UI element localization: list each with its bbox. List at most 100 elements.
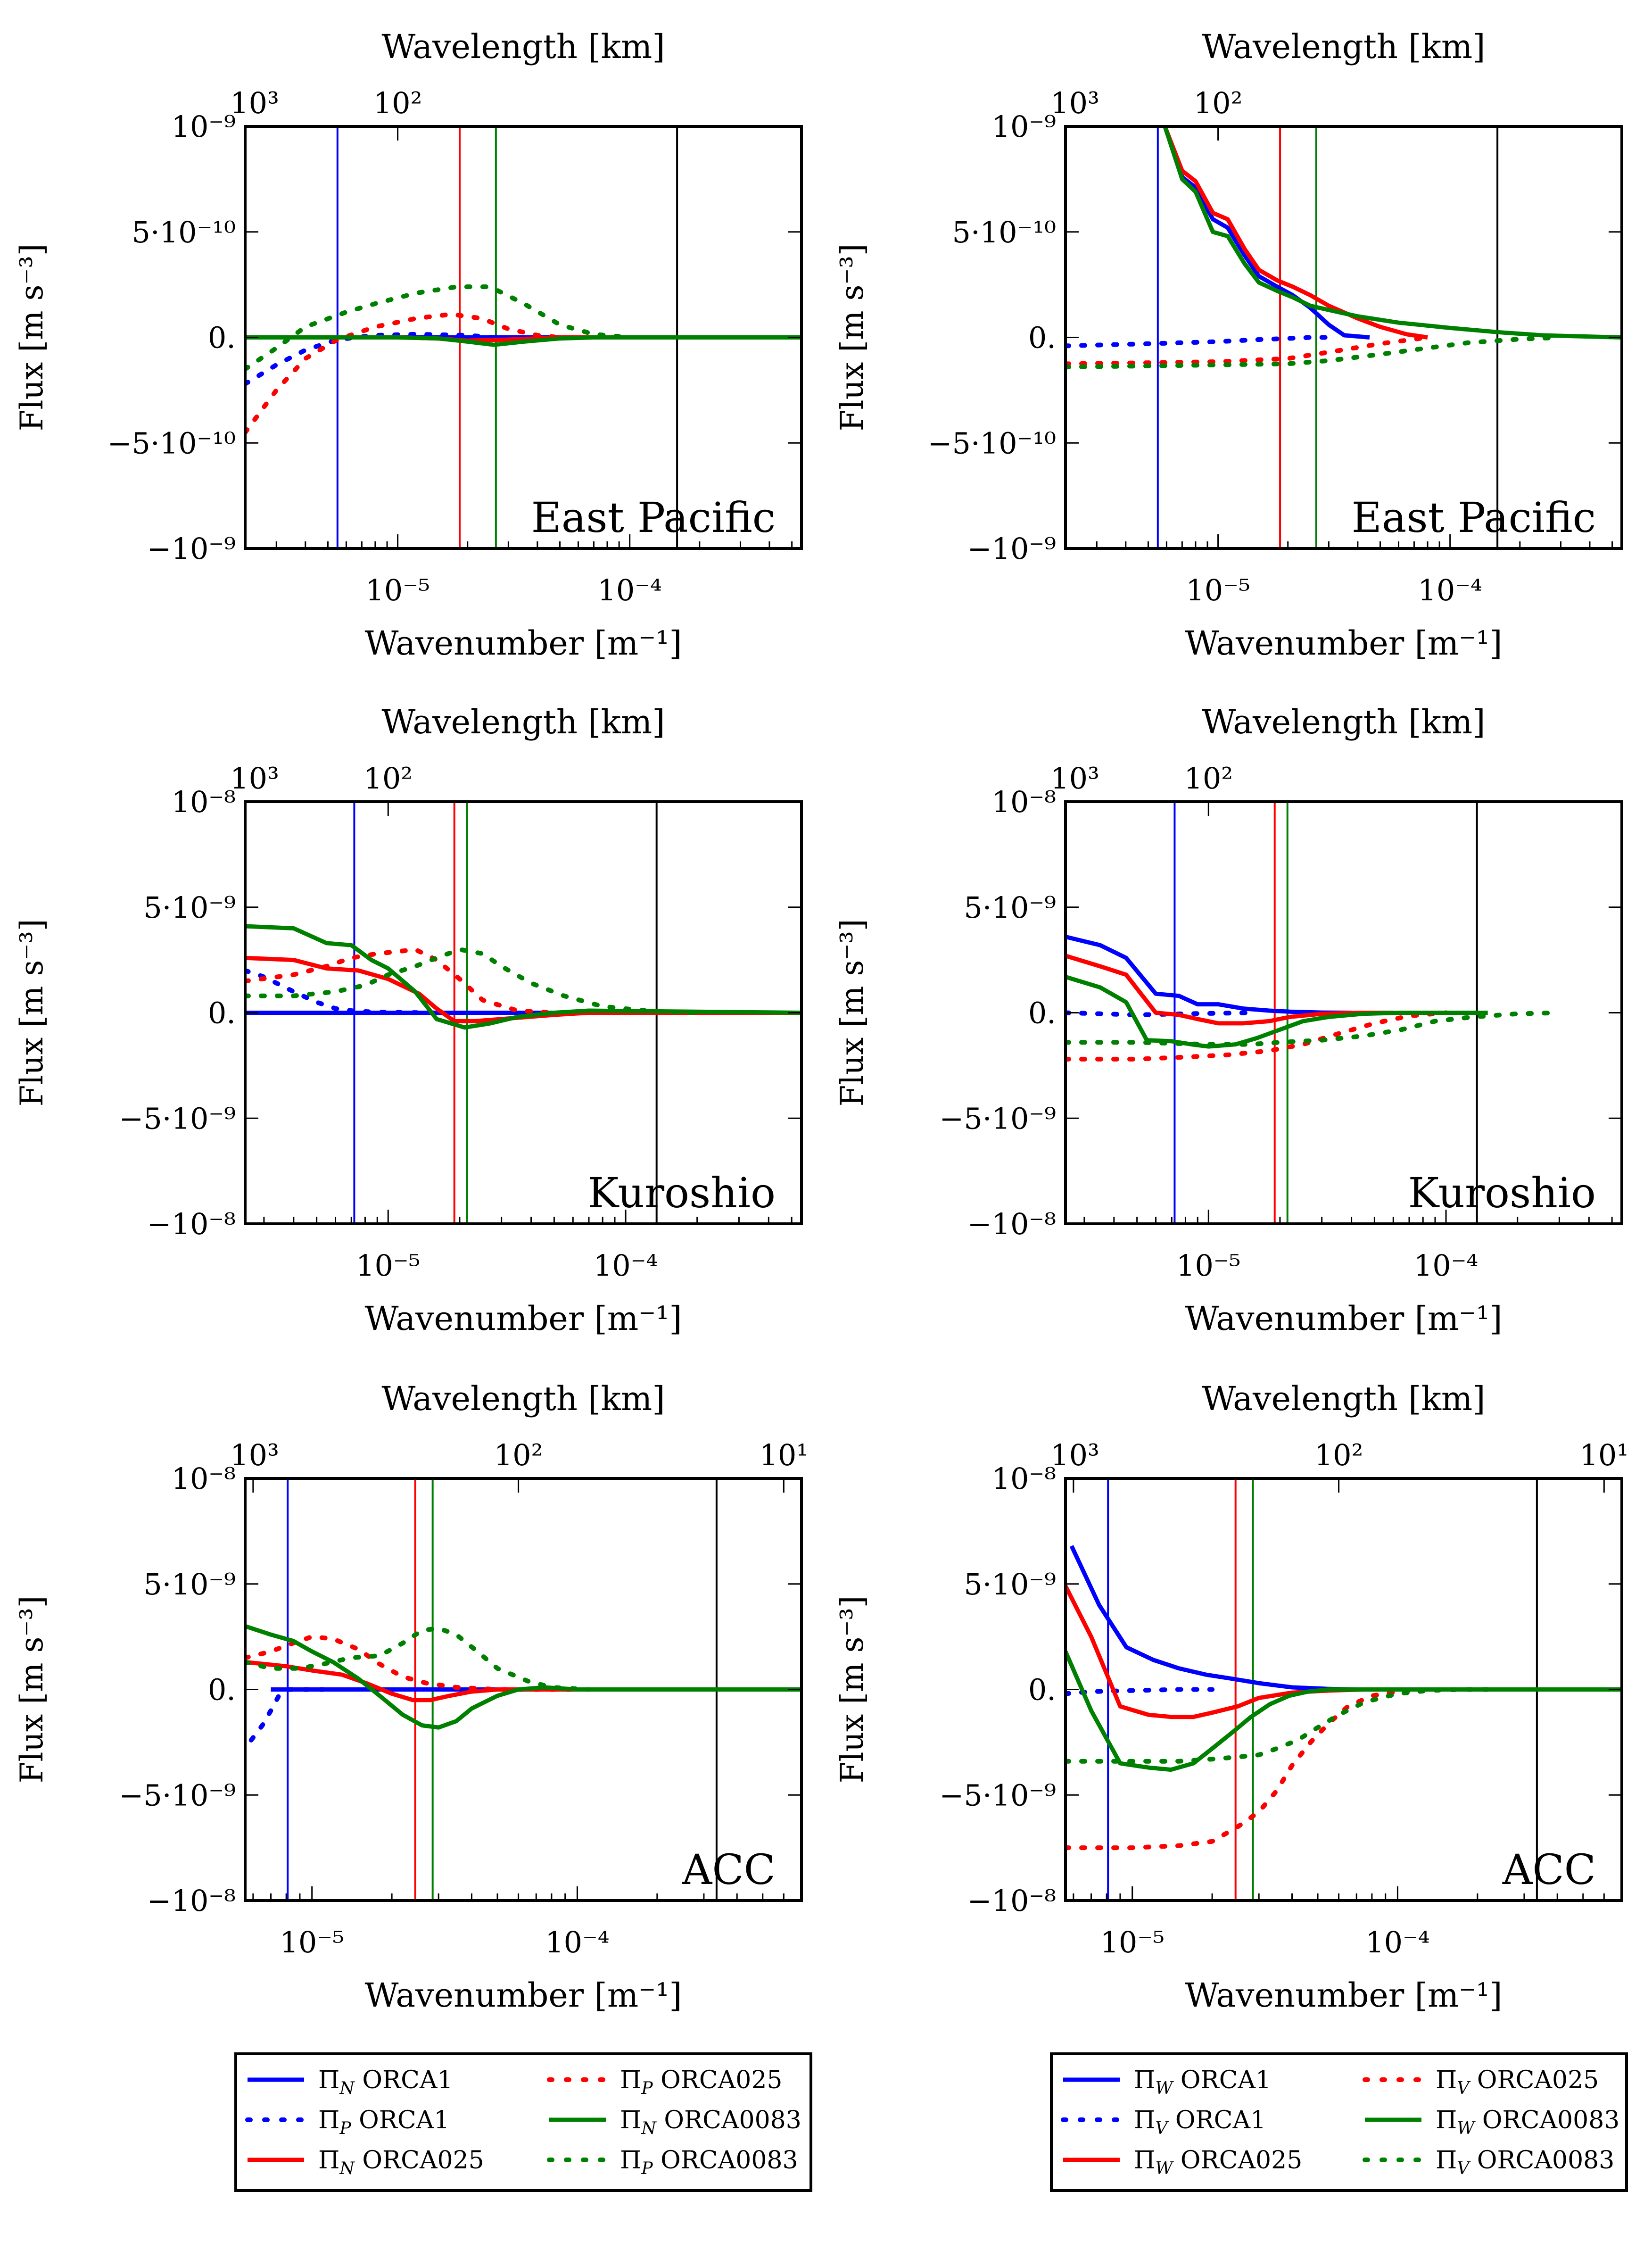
- top-tick-label: 10³: [1050, 761, 1099, 796]
- series-line: [245, 947, 700, 1015]
- top-tick-label: 10³: [1050, 86, 1099, 120]
- y-axis-label: Flux [m s⁻³]: [14, 919, 50, 1107]
- y-tick-label: −5·10⁻¹⁰: [107, 426, 236, 460]
- y-tick-label: 5·10⁻⁹: [143, 1567, 236, 1602]
- region-label: East Pacific: [531, 493, 776, 542]
- series-line: [1066, 1010, 1562, 1047]
- y-tick-label: 0.: [1028, 321, 1056, 355]
- legend-label: ΠV ORCA1: [1134, 2106, 1266, 2138]
- x-tick-label: 10⁻⁵: [280, 1925, 344, 1959]
- top-tick-label: 10³: [230, 761, 279, 796]
- legend-label: ΠN ORCA025: [318, 2146, 484, 2178]
- top-tick-label: 10³: [230, 1438, 279, 1472]
- x-tick-label: 10⁻⁵: [365, 573, 430, 607]
- y-tick-label: 10⁻⁸: [172, 1461, 236, 1496]
- top-axis-label: Wavelength [km]: [381, 1379, 665, 1418]
- legend-box: [1050, 2052, 1628, 2192]
- series-line: [245, 332, 496, 386]
- series-line: [245, 312, 562, 435]
- top-tick-label: 10²: [1194, 86, 1243, 120]
- top-tick-label: 10²: [494, 1438, 543, 1472]
- y-tick-label: 5·10⁻¹⁰: [952, 215, 1056, 249]
- series-line: [248, 1687, 325, 1743]
- x-axis-label: Wavenumber [m⁻¹]: [364, 1299, 682, 1338]
- x-tick-label: 10⁻⁴: [1414, 1248, 1478, 1283]
- top-axis-label: Wavelength [km]: [1202, 27, 1485, 66]
- x-axis-label: Wavenumber [m⁻¹]: [1185, 1299, 1502, 1338]
- x-tick-label: 10⁻⁵: [1100, 1925, 1164, 1959]
- panel-east-pacific-right: −10⁻⁹ −5·10⁻¹⁰ 0. 5·10⁻¹⁰ 10⁻⁹ 10⁻⁵ 10⁻⁴ 10³ 10²…: [834, 27, 1623, 663]
- top-tick-label: 10²: [1184, 761, 1233, 796]
- legend-label: ΠW ORCA0083: [1436, 2106, 1619, 2138]
- region-label: ACC: [1502, 1845, 1596, 1894]
- x-tick-label: 10⁻⁴: [1365, 1925, 1429, 1959]
- plot-area: [245, 284, 801, 435]
- top-tick-label: 10³: [1050, 1438, 1099, 1472]
- top-tick-label: 10²: [363, 761, 413, 796]
- top-tick-label: 10³: [230, 86, 279, 120]
- y-tick-label: −10⁻⁸: [967, 1884, 1056, 1918]
- series-line: [245, 284, 632, 372]
- series-line: [1066, 335, 1331, 349]
- y-axis-label: Flux [m s⁻³]: [14, 1596, 50, 1784]
- y-tick-label: 10⁻⁸: [992, 785, 1056, 819]
- y-tick-label: −5·10⁻⁹: [119, 1101, 236, 1136]
- y-axis-label: Flux [m s⁻³]: [834, 1596, 870, 1784]
- legend-label: ΠW ORCA1: [1134, 2066, 1271, 2098]
- panel-acc-left: −10⁻⁸ −5·10⁻⁹ 0. 5·10⁻⁹ 10⁻⁸ 10⁻⁵ 10⁻⁴ 10³ 10² 10…: [14, 1379, 808, 2015]
- legend-right: ΠW ORCA1 ΠV ORCA1 ΠW ORCA025 ΠV ORCA025 ΠW O…: [1050, 2052, 1628, 2192]
- x-tick-label: 10⁻⁴: [597, 573, 661, 607]
- x-axis-label: Wavenumber [m⁻¹]: [1185, 1976, 1502, 2015]
- panel-east-pacific-left: −10⁻⁹ −5·10⁻¹⁰ 0. 5·10⁻¹⁰ 10⁻⁹ 10⁻⁵ 10⁻⁴ 10³ 10²…: [14, 27, 803, 663]
- y-tick-label: 0.: [208, 1673, 236, 1707]
- series-line: [1066, 975, 1488, 1049]
- region-label: ACC: [682, 1845, 776, 1894]
- series-line: [1066, 954, 1394, 1026]
- x-axis-label: Wavenumber [m⁻¹]: [1185, 624, 1502, 663]
- legend-label: ΠN ORCA1: [318, 2066, 453, 2098]
- series-line: [1066, 1687, 1421, 1851]
- region-label: Kuroshio: [1408, 1169, 1596, 1217]
- series-line: [1163, 126, 1428, 340]
- y-tick-label: 10⁻⁸: [172, 785, 236, 819]
- y-tick-label: 5·10⁻⁹: [964, 890, 1056, 925]
- legend-label: ΠV ORCA0083: [1436, 2146, 1614, 2178]
- y-tick-label: 5·10⁻⁹: [143, 890, 236, 925]
- legend-label: ΠP ORCA1: [318, 2106, 449, 2138]
- y-tick-label: −5·10⁻⁹: [939, 1778, 1056, 1812]
- x-tick-label: 10⁻⁵: [1176, 1248, 1240, 1283]
- y-axis-label: Flux [m s⁻³]: [834, 919, 870, 1107]
- plot-area: [1066, 1545, 1622, 1851]
- y-tick-label: 0.: [1028, 1673, 1056, 1707]
- series-line: [245, 1626, 591, 1692]
- series-line: [1163, 126, 1370, 340]
- y-tick-label: 10⁻⁹: [172, 109, 236, 144]
- series-line: [1066, 335, 1563, 370]
- plot-area: [245, 1624, 801, 1743]
- series-line: [1066, 335, 1430, 366]
- panel-acc-right: −10⁻⁸ −5·10⁻⁹ 0. 5·10⁻⁹ 10⁻⁸ 10⁻⁵ 10⁻⁴ 10³ 10² 10…: [834, 1379, 1628, 2015]
- legend-label: ΠP ORCA025: [620, 2066, 783, 2098]
- y-tick-label: 0.: [208, 321, 236, 355]
- y-tick-label: 5·10⁻⁹: [964, 1567, 1056, 1602]
- x-tick-label: 10⁻⁴: [594, 1248, 658, 1283]
- y-axis-label: Flux [m s⁻³]: [834, 244, 870, 432]
- y-tick-label: −10⁻⁸: [147, 1207, 236, 1241]
- legend-label: ΠV ORCA025: [1436, 2066, 1599, 2098]
- panel-kuroshio-left: −10⁻⁸ −5·10⁻⁹ 0. 5·10⁻⁹ 10⁻⁸ 10⁻⁵ 10⁻⁴ 10³ 10² Wa…: [14, 703, 803, 1338]
- legend-box: [234, 2052, 812, 2192]
- y-tick-label: −5·10⁻⁹: [119, 1778, 236, 1812]
- x-tick-label: 10⁻⁵: [1186, 573, 1250, 607]
- y-axis-label: Flux [m s⁻³]: [14, 244, 50, 432]
- top-tick-label: 10²: [373, 86, 422, 120]
- y-tick-label: −10⁻⁹: [967, 531, 1056, 566]
- panel-kuroshio-right: −10⁻⁸ −5·10⁻⁹ 0. 5·10⁻⁹ 10⁻⁸ 10⁻⁵ 10⁻⁴ 10³ 10² Wa…: [834, 703, 1623, 1338]
- series-line: [1069, 1545, 1398, 1692]
- series-line: [1066, 1651, 1622, 1772]
- legend-label: ΠW ORCA025: [1134, 2146, 1302, 2178]
- x-tick-label: 10⁻⁴: [545, 1925, 609, 1959]
- series-line: [245, 947, 557, 1015]
- top-axis-label: Wavelength [km]: [1202, 703, 1485, 741]
- series-line: [1066, 1687, 1496, 1764]
